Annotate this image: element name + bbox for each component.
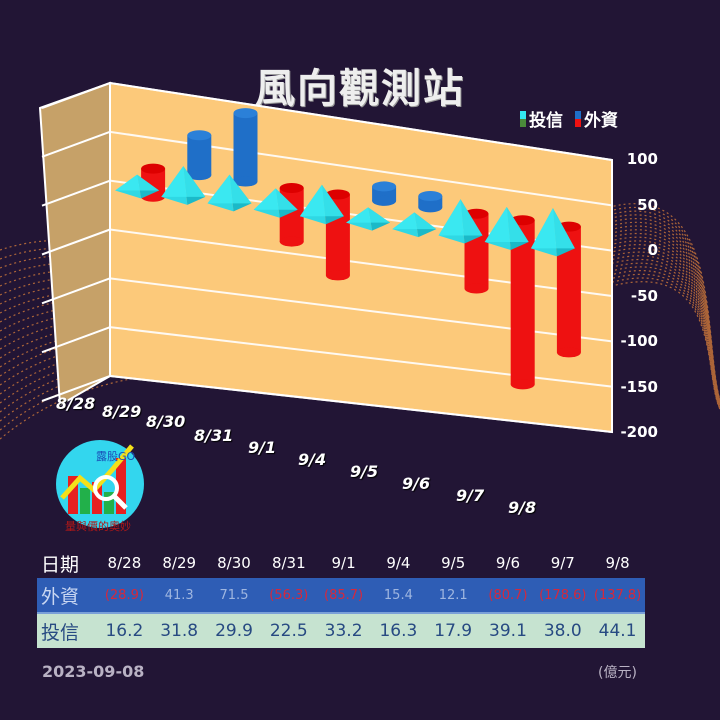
trust-cell: 16.2	[105, 621, 144, 641]
y-tick-label: 100	[626, 150, 658, 168]
y-tick-label: -100	[620, 332, 658, 350]
date-cell: 9/8	[605, 554, 630, 572]
x-tick-label: 9/1	[248, 438, 277, 457]
row-label: 投信	[41, 621, 80, 644]
trust-cell: 17.9	[434, 621, 473, 641]
legend-swatch-icon	[575, 110, 581, 127]
row-label: 日期	[41, 553, 80, 576]
legend-label: 外資	[584, 111, 618, 131]
foreign-cell: (28.9)	[104, 587, 144, 603]
trust-cell: 16.3	[379, 621, 418, 641]
x-tick-label: 8/28	[56, 394, 96, 413]
unit-label: (億元)	[598, 665, 637, 681]
legend-label: 投信	[529, 111, 563, 131]
legend-swatch-icon	[520, 110, 526, 127]
logo: 露股GO 量與價的奧妙	[56, 440, 144, 533]
x-tick-label: 9/7	[456, 486, 485, 505]
x-tick-label: 9/8	[508, 498, 537, 517]
legend-item-trust: 投信	[520, 106, 563, 131]
x-tick-label: 9/5	[350, 462, 379, 481]
foreign-cell: (85.7)	[324, 587, 364, 603]
table-row-foreign: 外資 (28.9) 41.3 71.5 (56.3) (85.7) 15.4 1…	[37, 578, 645, 614]
date-cell: 8/30	[217, 554, 251, 572]
date-cell: 8/29	[162, 554, 197, 572]
foreign-cell: 71.5	[219, 587, 249, 603]
foreign-cell: (56.3)	[269, 587, 309, 603]
trust-cell: 38.0	[543, 621, 582, 641]
legend-item-foreign: 外資	[575, 106, 618, 131]
x-tick-label: 8/29	[102, 402, 142, 421]
trust-cell: 33.2	[324, 621, 363, 641]
date-cell: 8/28	[107, 554, 142, 572]
x-tick-label: 8/30	[146, 412, 186, 431]
logo-tagline: 量與價的奧妙	[65, 519, 131, 533]
y-tick-label: 50	[637, 195, 658, 214]
date-cell: 9/5	[441, 554, 466, 572]
y-tick-label: 0	[647, 241, 658, 259]
row-label: 外資	[41, 585, 80, 608]
date-cell: 9/1	[331, 554, 356, 572]
date-cell: 9/7	[550, 554, 575, 572]
foreign-cell: (80.7)	[488, 587, 528, 603]
table-row-trust: 投信 16.2 31.8 29.9 22.5 33.2 16.3 17.9 39…	[37, 614, 645, 648]
trust-cell: 31.8	[160, 621, 199, 641]
report-date: 2023-09-08	[42, 662, 145, 681]
x-tick-label: 8/31	[194, 426, 234, 445]
trust-cell: 39.1	[489, 621, 527, 641]
date-cell: 8/31	[271, 554, 306, 572]
foreign-cell: 12.1	[438, 587, 468, 603]
trust-cell: 29.9	[215, 621, 253, 641]
x-tick-label: 9/6	[402, 474, 431, 493]
data-table: 日期 8/28 8/29 8/30 8/31 9/1 9/4 9/5 9/6 9…	[37, 548, 645, 648]
logo-brand: 露股GO	[96, 450, 136, 463]
page-title: 風向觀測站	[255, 66, 465, 112]
table-row-dates: 日期 8/28 8/29 8/30 8/31 9/1 9/4 9/5 9/6 9…	[37, 548, 645, 578]
y-tick-label: -150	[620, 377, 658, 396]
x-tick-label: 9/4	[298, 450, 327, 469]
y-tick-label: -50	[630, 286, 658, 305]
chart-legend: 投信 外資	[520, 106, 618, 131]
foreign-cell: 15.4	[383, 587, 413, 603]
date-cell: 9/6	[495, 554, 521, 572]
foreign-cell: (178.6)	[539, 587, 587, 603]
foreign-cell: (137.8)	[593, 587, 642, 603]
trust-cell: 44.1	[598, 621, 637, 641]
y-tick-label: -200	[620, 423, 658, 441]
foreign-cell: 41.3	[164, 587, 194, 603]
date-cell: 9/4	[386, 554, 411, 572]
trust-cell: 22.5	[269, 621, 308, 641]
